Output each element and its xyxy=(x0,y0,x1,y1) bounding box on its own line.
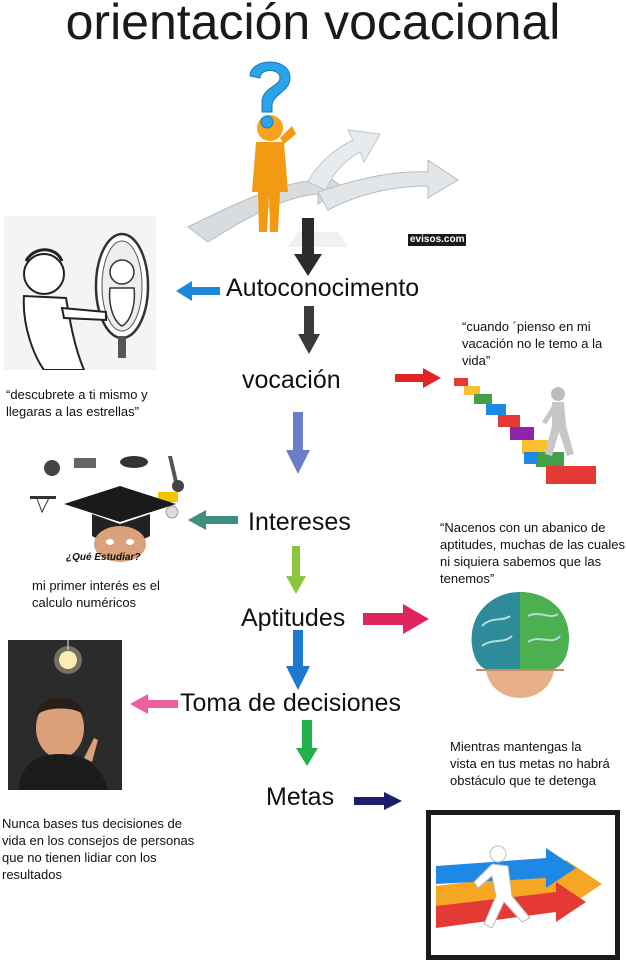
step-intereses: Intereses xyxy=(248,508,351,536)
goal-runner-illustration xyxy=(426,810,620,960)
puzzle-icon xyxy=(454,378,596,484)
step-toma-de-decisiones: Toma de decisiones xyxy=(180,689,401,717)
mirror-illustration xyxy=(4,216,156,370)
step-metas: Metas xyxy=(266,783,335,811)
step-aptitudes: Aptitudes xyxy=(241,604,346,632)
arrow-left-teal xyxy=(188,510,238,530)
crossroads-icon xyxy=(187,61,466,247)
quote-aptitudes: “Nacenos con un abanico de aptitudes, mu… xyxy=(440,520,625,586)
que-estudiar-text: ¿Qué Estudiar? xyxy=(66,552,141,563)
lightbulb-man-photo xyxy=(8,640,122,790)
arrow-down-4 xyxy=(286,546,306,594)
runner-icon xyxy=(431,815,615,955)
arrow-left-blue xyxy=(176,281,220,301)
arrow-down-1 xyxy=(294,218,322,276)
quote-intereses: mi primer interés es el calculo numérico… xyxy=(32,578,160,610)
arrow-right-crimson xyxy=(363,604,429,634)
arrow-down-5 xyxy=(286,630,310,690)
quote-decisiones: Nunca bases tus decisiones de vida en lo… xyxy=(2,816,195,882)
brain-illustration xyxy=(462,586,578,704)
page-title: orientación vocacional xyxy=(65,0,561,50)
arrow-down-3 xyxy=(286,412,310,474)
crossroads-illustration: evisos.com xyxy=(168,42,468,252)
arrow-down-6 xyxy=(296,720,318,766)
arrow-left-pink xyxy=(130,694,178,714)
arrow-right-navy xyxy=(354,792,402,810)
watermark-text: evisos.com xyxy=(410,234,465,245)
lightbulb-icon xyxy=(8,640,122,790)
arrow-down-2 xyxy=(298,306,320,354)
puzzle-path-illustration xyxy=(446,370,606,490)
graduation-cap-icon xyxy=(30,456,184,562)
quote-vocacion: “cuando ´pienso en mi vacación no le tem… xyxy=(462,319,603,368)
career-illustration: ¿Qué Estudiar? xyxy=(22,452,194,570)
arrow-right-red xyxy=(395,368,441,388)
step-autoconocimiento: Autoconocimento xyxy=(226,274,420,302)
step-vocacion: vocación xyxy=(242,366,341,394)
mirror-icon xyxy=(22,232,150,370)
brain-icon xyxy=(471,592,569,698)
quote-metas: Mientras mantengas la vista en tus metas… xyxy=(450,739,610,788)
quote-mirror: “descubrete a ti mismo y llegaras a las … xyxy=(6,387,148,419)
